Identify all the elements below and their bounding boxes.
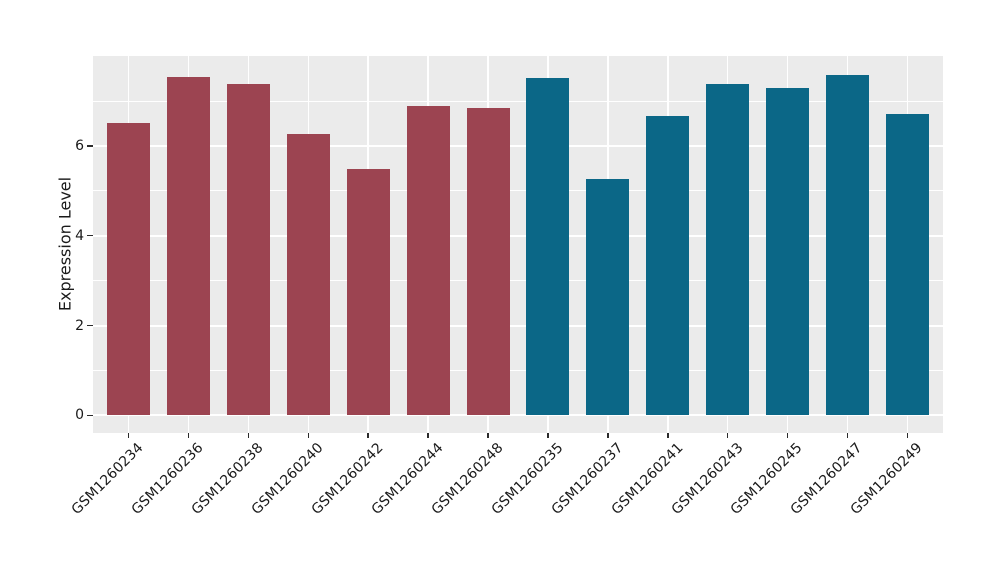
bar-GSM1260241 — [646, 115, 690, 416]
bar-GSM1260245 — [766, 87, 810, 416]
y-tick-label: 4 — [75, 227, 84, 244]
minor-gridline — [93, 190, 943, 192]
x-tick-mark — [247, 433, 250, 438]
x-tick-mark — [487, 433, 489, 438]
y-tick-mark — [87, 234, 93, 237]
bar-GSM1260242 — [346, 168, 390, 416]
bar-GSM1260235 — [526, 77, 570, 416]
bar-GSM1260236 — [166, 77, 210, 416]
bar-GSM1260240 — [286, 134, 330, 416]
bar-GSM1260244 — [406, 105, 450, 416]
minor-gridline — [93, 280, 943, 282]
x-tick-mark — [846, 433, 849, 438]
y-tick-mark — [87, 324, 93, 327]
bar-GSM1260248 — [466, 107, 510, 416]
bar-GSM1260238 — [226, 83, 270, 416]
bar-GSM1260237 — [586, 178, 630, 416]
x-tick-mark — [187, 433, 190, 438]
x-tick-mark — [726, 433, 729, 438]
bar-GSM1260243 — [706, 84, 750, 416]
x-tick-mark — [307, 433, 309, 438]
bar-GSM1260249 — [885, 114, 929, 416]
x-tick-mark — [607, 433, 609, 438]
major-gridline — [93, 144, 943, 147]
y-tick-label: 2 — [75, 317, 84, 334]
x-tick-mark — [547, 433, 549, 438]
bar-GSM1260234 — [107, 123, 150, 416]
bar-GSM1260247 — [826, 74, 870, 416]
y-tick-mark — [87, 145, 93, 147]
minor-gridline — [93, 100, 943, 102]
major-gridline — [93, 234, 943, 237]
plot-panel — [93, 56, 943, 433]
major-gridline — [93, 324, 943, 327]
x-tick-mark — [127, 433, 130, 438]
minor-gridline — [93, 369, 943, 371]
y-tick-label: 6 — [75, 137, 84, 154]
y-axis-label: Expression Level — [55, 176, 75, 312]
x-tick-mark — [906, 433, 909, 438]
major-gridline — [93, 414, 943, 417]
x-tick-mark — [667, 433, 669, 438]
x-tick-mark — [427, 433, 429, 438]
x-tick-mark — [786, 433, 789, 438]
y-tick-label: 0 — [75, 407, 84, 424]
y-tick-mark — [87, 414, 93, 417]
x-tick-mark — [367, 433, 369, 438]
